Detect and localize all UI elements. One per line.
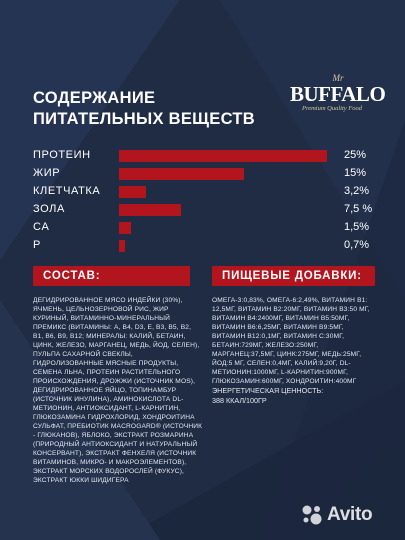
- nutrient-label: CA: [33, 221, 50, 233]
- avito-dots-icon: [302, 505, 322, 525]
- nutrient-bar: [119, 186, 146, 198]
- logo-mr: Mr: [332, 73, 344, 83]
- nutrient-label: ЗОЛА: [33, 203, 65, 215]
- nutrient-bar: [119, 222, 131, 234]
- energy-value-block: ЭНЕРГЕТИЧЕСКАЯ ЦЕННОСТЬ: 388 ККАЛ/100ГР: [212, 386, 382, 405]
- logo-name: BUFFALO: [290, 82, 386, 106]
- brand-logo: Mr BUFFALO Premium Quality Food: [290, 73, 386, 126]
- nutrient-label: ЖИР: [33, 167, 61, 179]
- logo-tagline: Premium Quality Food: [301, 105, 363, 112]
- composition-banner: СОСТАВ:: [33, 266, 190, 286]
- page-title-line-1: СОДЕРЖАНИЕ: [33, 89, 156, 107]
- nutrient-row-fiber: КЛЕТЧАТКА 3,2%: [33, 184, 373, 202]
- nutrient-value: 3,2%: [344, 185, 370, 197]
- energy-label: ЭНЕРГЕТИЧЕСКАЯ ЦЕННОСТЬ:: [212, 386, 324, 395]
- nutrient-row-ash: ЗОЛА 7,5 %: [33, 202, 373, 220]
- nutrient-value: 1,5%: [344, 221, 370, 233]
- nutrient-bar: [119, 240, 125, 252]
- nutrient-row-calcium: CA 1,5%: [33, 220, 373, 238]
- additives-banner: ПИЩЕВЫЕ ДОБАВКИ:: [212, 266, 375, 286]
- page-title: СОДЕРЖАНИЕ ПИТАТЕЛЬНЫХ ВЕЩЕСТВ: [33, 88, 283, 130]
- nutrient-value: 25%: [344, 149, 367, 161]
- nutrient-value: 7,5 %: [344, 203, 373, 215]
- nutrient-bar: [119, 204, 181, 216]
- additives-text: ОМЕГА-3:0,83%, ОМЕГА-6:2,49%, ВИТАМИН В1…: [212, 297, 370, 385]
- nutrient-row-fat: ЖИР 15%: [33, 166, 373, 184]
- nutrient-row-protein: ПРОТЕИН 25%: [33, 148, 373, 166]
- nutrient-value: 15%: [344, 167, 367, 179]
- nutrient-value: 0,7%: [344, 239, 370, 251]
- page-title-line-2: ПИТАТЕЛЬНЫХ ВЕЩЕСТВ: [33, 110, 255, 128]
- nutrient-bar: [119, 168, 244, 180]
- nutrient-label: КЛЕТЧАТКА: [33, 185, 101, 197]
- composition-text: ДЕГИДРИРОВАННОЕ МЯСО ИНДЕЙКИ (30%), ЯЧМЕ…: [33, 297, 203, 484]
- avito-watermark: Avito: [300, 503, 390, 527]
- nutrient-row-phosphorus: P 0,7%: [33, 238, 373, 256]
- nutrient-label: ПРОТЕИН: [33, 149, 91, 161]
- nutrient-bar: [119, 150, 327, 162]
- avito-wordmark: Avito: [327, 504, 373, 525]
- nutrient-label: P: [33, 239, 41, 251]
- energy-value: 388 ККАЛ/100ГР: [212, 395, 267, 405]
